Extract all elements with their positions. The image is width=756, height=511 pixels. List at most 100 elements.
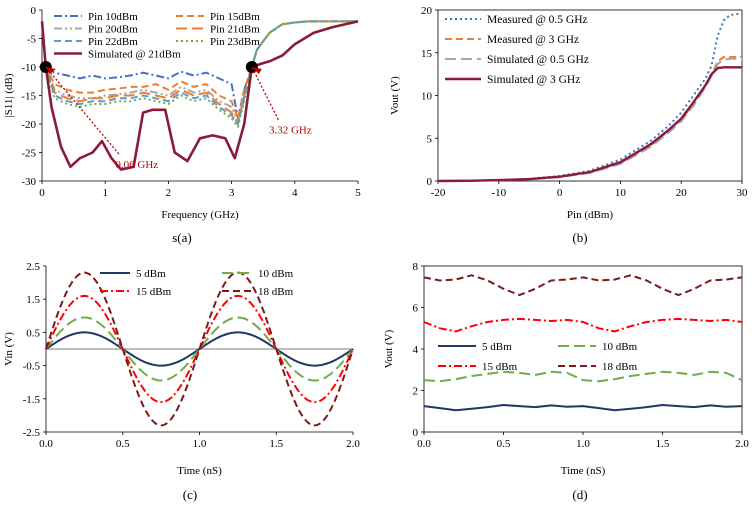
y-axis-label: Vout (V)	[389, 76, 401, 115]
legend-label: 10 dBm	[258, 268, 294, 280]
panel-d: 0.0 0.5 1.0 1.5 2.0 0 2 4 6 8 Time (nS) Vout (V) (d)…	[383, 261, 749, 502]
y-tick-label: -15	[21, 91, 36, 103]
y-tick-label: 0	[31, 5, 37, 17]
x-tick-label: 5	[355, 187, 361, 199]
y-tick-label: 10	[421, 91, 433, 103]
x-tick-label: -10	[491, 187, 506, 199]
legend-label: 15 dBm	[482, 361, 518, 373]
x-tick-label: 2.0	[346, 438, 360, 450]
series-line	[437, 66, 742, 183]
y-tick-label: 0.5	[26, 327, 40, 339]
panel-caption: (b)	[572, 230, 587, 245]
y-tick-label: 1.5	[26, 294, 40, 306]
legend-label: 18 dBm	[258, 286, 294, 298]
legend-label: Pin 10dBm	[88, 11, 138, 23]
x-tick-label: -20	[431, 187, 446, 199]
legend-label: Measured @ 0.5 GHz	[487, 14, 588, 26]
series-line	[40, 20, 359, 171]
legend-label: Simulated @ 0.5 GHz	[487, 54, 589, 66]
x-tick-label: 4	[292, 187, 298, 199]
annotation-arrowhead	[45, 67, 56, 74]
legend-label: Measured @ 3 GHz	[487, 34, 579, 46]
legend-label: Pin 23dBm	[210, 36, 260, 48]
x-tick-label: 1	[102, 187, 108, 199]
series-line	[41, 20, 358, 125]
x-axis-label: Time (nS)	[177, 465, 222, 477]
series-line	[45, 316, 354, 382]
x-tick-label: 1.0	[576, 438, 590, 450]
y-tick-label: -5	[27, 34, 37, 46]
y-tick-label: 6	[413, 303, 419, 315]
x-tick-label: 0.5	[497, 438, 511, 450]
y-axis-label: Vin (V)	[3, 332, 15, 366]
y-tick-label: 2.5	[26, 261, 40, 273]
y-tick-label: -30	[21, 176, 36, 188]
plot-frame	[437, 9, 743, 182]
series-line	[437, 56, 742, 182]
legend-label: Pin 21dBm	[210, 24, 260, 36]
x-axis-label: Time (nS)	[561, 465, 606, 477]
y-tick-label: 0	[413, 427, 419, 439]
y-tick-label: -0.5	[23, 361, 41, 373]
panel-caption: s(a)	[172, 230, 192, 245]
series-line	[423, 317, 743, 333]
y-tick-label: -20	[21, 119, 36, 131]
y-tick-label: 2	[413, 386, 419, 398]
x-tick-label: 1.0	[193, 438, 207, 450]
legend-label: 5 dBm	[482, 341, 512, 353]
series-line	[437, 57, 742, 182]
x-tick-label: 1.5	[656, 438, 670, 450]
x-tick-label: 30	[737, 187, 749, 199]
series-line	[45, 271, 354, 427]
y-tick-label: -10	[21, 62, 36, 74]
x-tick-label: 1.5	[269, 438, 283, 450]
panel-a: 0 1 2 3 4 5 -30 -25 -20 -15 -10 -5 0 Frequency (GHz) |…	[3, 5, 361, 245]
annotation-arrowhead	[251, 67, 262, 74]
panel-c: 0.0 0.5 1.0 1.5 2.0 -2.5 -1.5 -0.5 0.5 1.5 2.5 Time…	[3, 261, 360, 502]
legend-label: Pin 22dBm	[88, 36, 138, 48]
x-axis-label: Pin (dBm)	[567, 209, 613, 221]
y-tick-label: 4	[413, 344, 419, 356]
x-tick-label: 0.5	[116, 438, 130, 450]
series-line	[423, 274, 743, 297]
series-line	[423, 404, 743, 412]
panel-caption: (d)	[572, 487, 587, 502]
annotation-label: 0.06 GHz	[115, 159, 158, 171]
y-tick-label: 20	[421, 5, 433, 17]
annotation-arrow	[45, 66, 120, 155]
y-tick-label: -2.5	[23, 427, 41, 439]
x-tick-label: 2	[166, 187, 172, 199]
series-line	[423, 370, 743, 383]
y-axis-label: Vout (V)	[383, 329, 395, 368]
legend-label: Pin 15dBm	[210, 11, 260, 23]
annotation-label: 3.32 GHz	[269, 125, 312, 137]
x-tick-label: 3	[229, 187, 235, 199]
panel-caption: (c)	[183, 487, 197, 502]
x-tick-label: 0.0	[39, 438, 53, 450]
y-tick-label: -25	[21, 148, 36, 160]
y-tick-label: 0	[427, 176, 433, 188]
y-tick-label: 8	[413, 261, 419, 273]
x-tick-label: 0.0	[417, 438, 431, 450]
x-tick-label: 20	[676, 187, 688, 199]
legend-label: Pin 20dBm	[88, 24, 138, 36]
x-tick-label: 10	[615, 187, 627, 199]
legend-label: 5 dBm	[136, 268, 166, 280]
annotation-arrow	[251, 66, 279, 120]
x-axis-label: Frequency (GHz)	[161, 209, 239, 221]
series-line	[45, 294, 354, 404]
x-tick-label: 0	[39, 187, 45, 199]
legend-label: 18 dBm	[602, 361, 638, 373]
panel-b: -20 -10 0 10 20 30 0 5 10 15 20 Pin (dBm) Vout (V) (b…	[389, 5, 748, 245]
legend-label: Simulated @ 3 GHz	[487, 74, 580, 86]
legend-label: 10 dBm	[602, 341, 638, 353]
x-tick-label: 2.0	[735, 438, 749, 450]
legend-label: 15 dBm	[136, 286, 172, 298]
x-tick-label: 0	[557, 187, 563, 199]
legend-label: Simulated @ 21dBm	[88, 49, 181, 61]
y-axis-label: |S11| (dB)	[3, 73, 15, 117]
y-tick-label: 5	[427, 133, 433, 145]
y-tick-label: -1.5	[23, 394, 41, 406]
